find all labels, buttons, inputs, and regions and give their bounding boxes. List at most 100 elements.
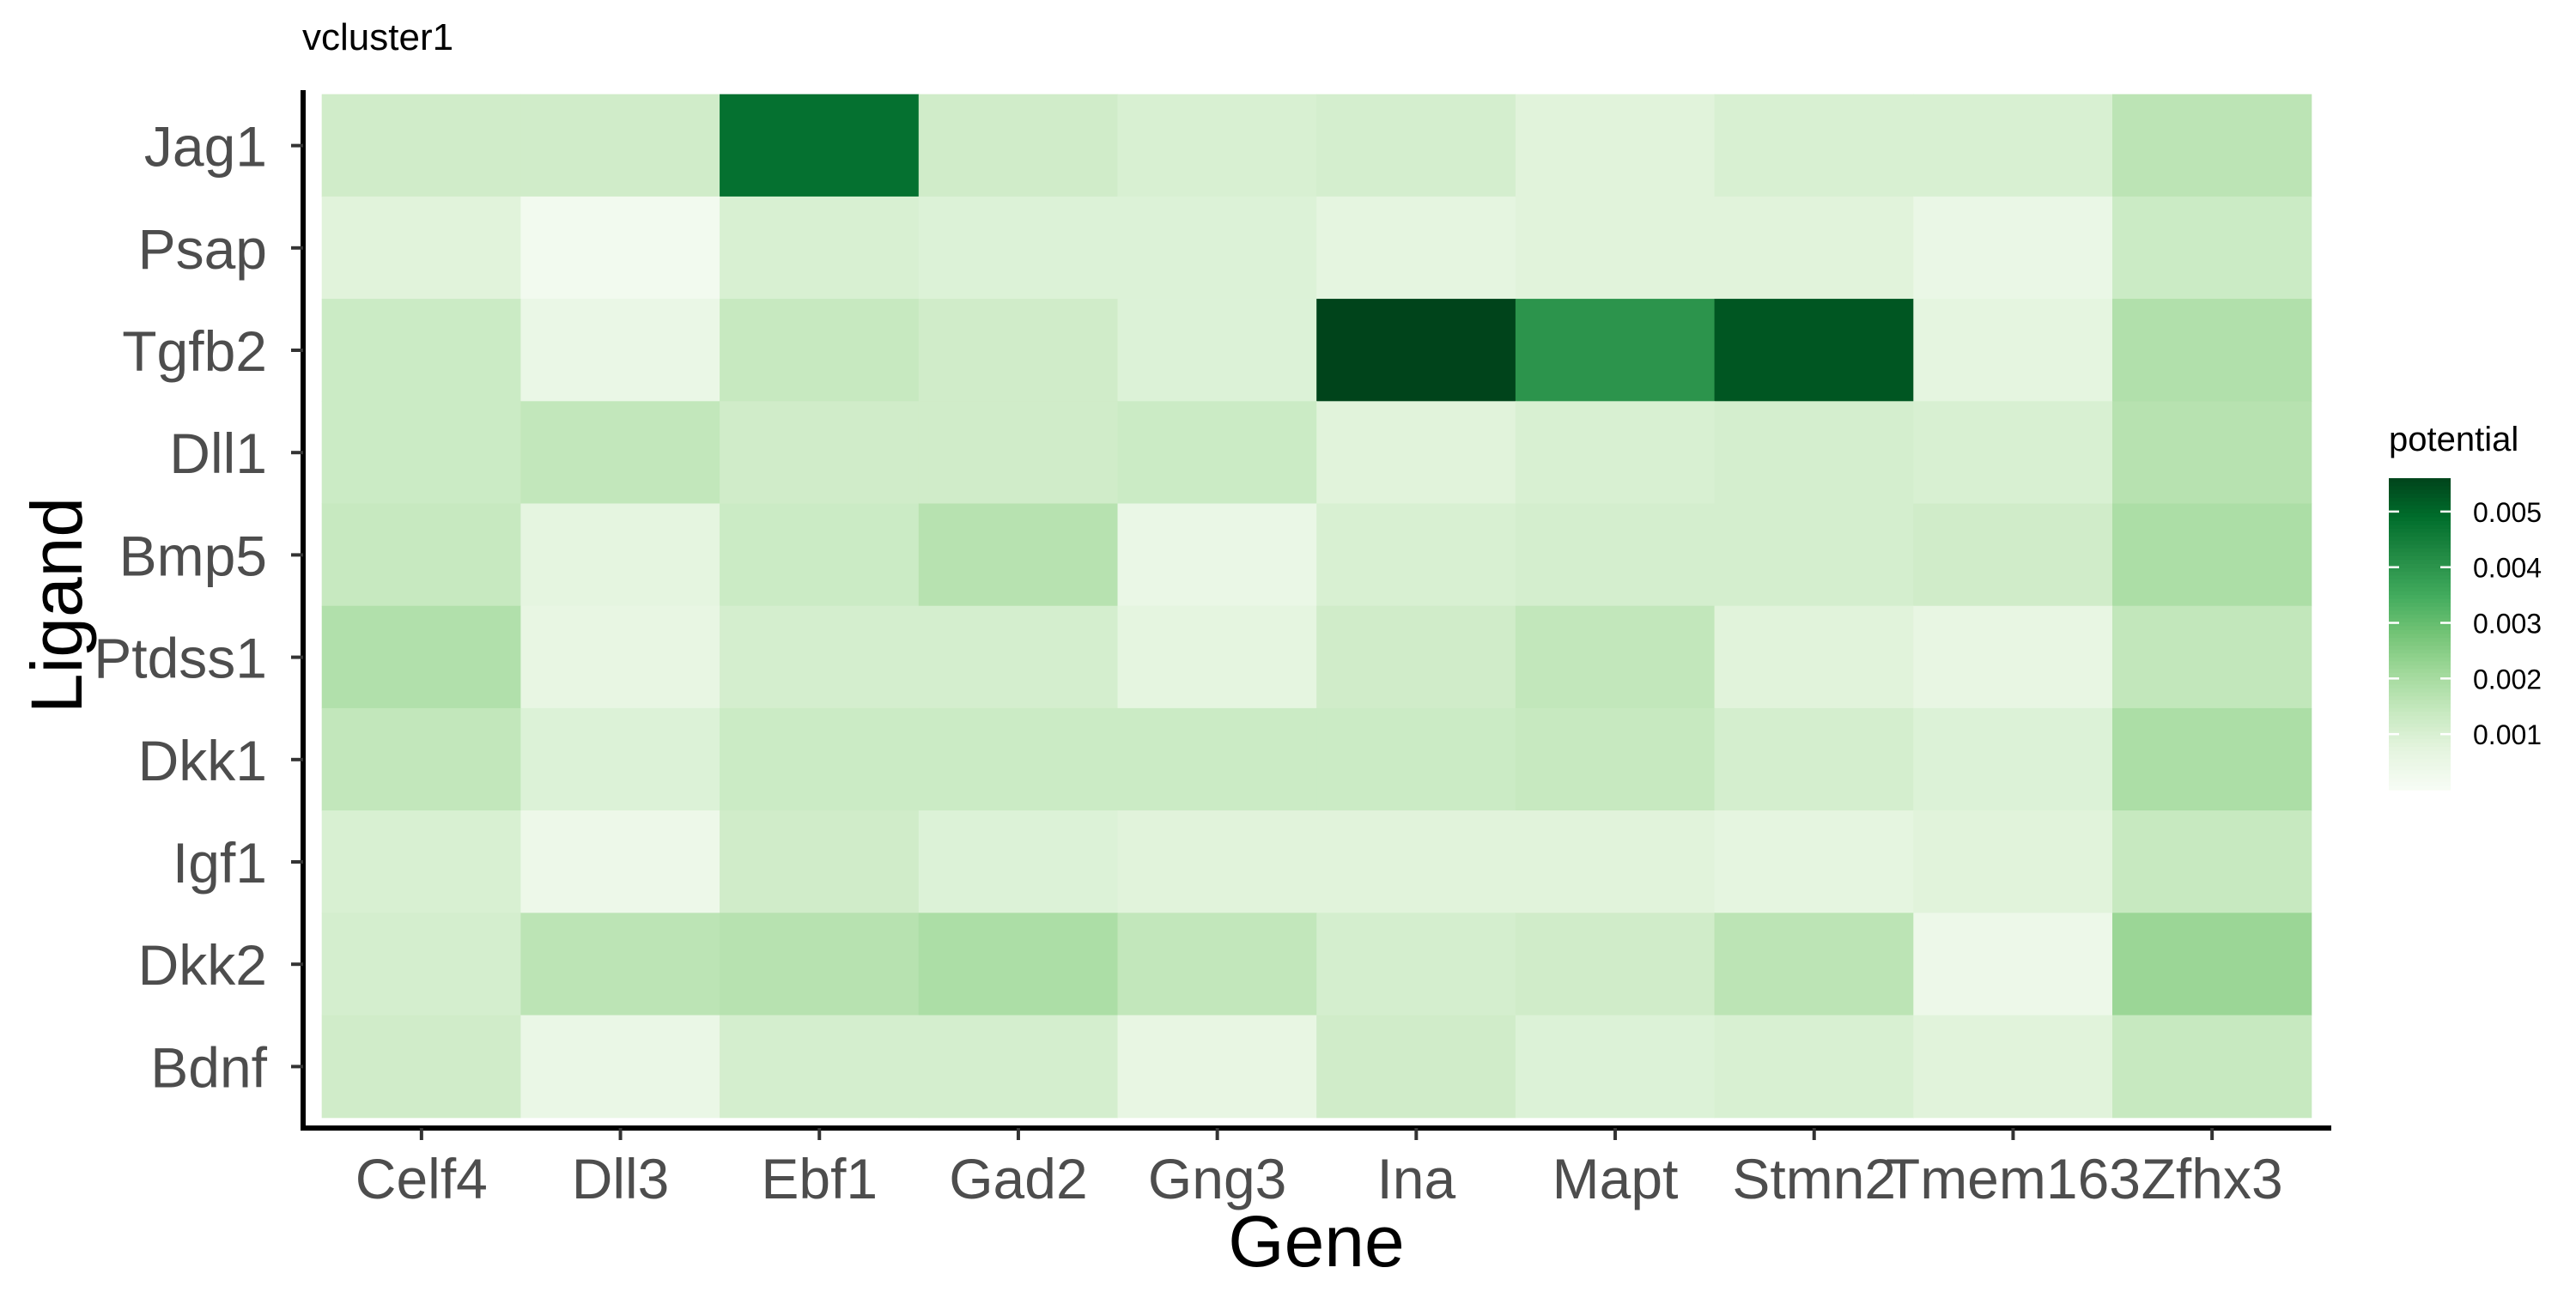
heatmap-cell — [321, 401, 521, 505]
heatmap-cell — [1913, 1015, 2113, 1119]
heatmap-cell — [321, 503, 521, 607]
legend-gradient-segment — [2389, 781, 2451, 787]
heatmap-cell — [2112, 299, 2312, 402]
y-tick-label: Bdnf — [150, 1035, 267, 1099]
heatmap-cell — [918, 707, 1119, 811]
heatmap-cell — [720, 94, 920, 197]
heatmap-cell — [918, 196, 1119, 300]
heatmap-cell — [720, 1015, 920, 1119]
legend-gradient-segment — [2389, 520, 2451, 526]
heatmap-cell — [720, 299, 920, 402]
legend-gradient-segment — [2389, 704, 2451, 709]
heatmap-cell — [1714, 401, 1914, 505]
heatmap-cell — [1316, 299, 1516, 402]
heatmap-cell — [1515, 299, 1716, 402]
legend-gradient-segment — [2389, 606, 2451, 611]
legend-gradient-segment — [2389, 614, 2451, 619]
heatmap-cell — [720, 196, 920, 300]
heatmap-cell — [918, 810, 1119, 913]
heatmap-cell — [1714, 1015, 1914, 1119]
heatmap-cell — [1316, 503, 1516, 607]
legend-gradient-segment — [2389, 641, 2451, 646]
heatmap-cell — [321, 810, 521, 913]
legend-gradient-segment — [2389, 494, 2451, 499]
legend-gradient-segment — [2389, 649, 2451, 654]
heatmap-cell — [1515, 810, 1716, 913]
heatmap-cell — [918, 913, 1119, 1016]
legend-gradient-segment — [2389, 634, 2451, 639]
legend-gradient-segment — [2389, 669, 2451, 674]
heatmap-cell — [918, 605, 1119, 709]
legend-gradient-segment — [2389, 517, 2451, 522]
heatmap-cell — [1913, 913, 2113, 1016]
heatmap-cell — [918, 401, 1119, 505]
heatmap-cell — [2112, 605, 2312, 709]
heatmap-cell — [520, 401, 720, 505]
heatmap-cell — [720, 810, 920, 913]
legend-gradient-segment — [2389, 755, 2451, 760]
heatmap-cell — [1117, 605, 1317, 709]
legend-gradient-segment — [2389, 739, 2451, 744]
x-tick-label: Tmem163 — [1886, 1147, 2141, 1210]
legend-gradient-segment — [2389, 560, 2451, 565]
legend-gradient-segment — [2389, 672, 2451, 678]
heatmap-cell — [918, 299, 1119, 402]
heatmap-cell — [1316, 707, 1516, 811]
x-tick-label: Ebf1 — [761, 1147, 878, 1210]
legend-gradient-segment — [2389, 778, 2451, 783]
legend-gradient-segment — [2389, 478, 2451, 483]
x-tick-label: Ina — [1376, 1147, 1455, 1210]
legend-gradient-segment — [2389, 715, 2451, 720]
heatmap-cell — [720, 605, 920, 709]
heatmap-cell — [1913, 810, 2113, 913]
heatmap-cell — [321, 196, 521, 300]
heatmap-cell — [1316, 1015, 1516, 1119]
heatmap-cell — [918, 503, 1119, 607]
legend-gradient-segment — [2389, 509, 2451, 514]
heatmap-cell — [2112, 401, 2312, 505]
y-tick-label: Dkk2 — [138, 933, 267, 997]
legend-gradient-segment — [2389, 489, 2451, 494]
legend-gradient-segment — [2389, 575, 2451, 580]
legend-gradient-segment — [2389, 747, 2451, 752]
heatmap-cell — [1117, 1015, 1317, 1119]
heatmap-cell — [1714, 707, 1914, 811]
legend-gradient-segment — [2389, 731, 2451, 737]
legend-gradient-segment — [2389, 664, 2451, 670]
heatmap-cell — [1515, 503, 1716, 607]
x-tick-label: Gng3 — [1148, 1147, 1286, 1210]
heatmap-cell — [321, 605, 521, 709]
legend-gradient-segment — [2389, 540, 2451, 545]
legend-gradient-segment — [2389, 684, 2451, 689]
heatmap-cell — [2112, 913, 2312, 1016]
heatmap-cell — [1316, 913, 1516, 1016]
y-tick-label: Bmp5 — [119, 524, 267, 587]
y-tick-label: Jag1 — [144, 115, 267, 179]
legend-gradient-segment — [2389, 750, 2451, 755]
heatmap-cell — [1515, 94, 1716, 197]
heatmap-cell — [1913, 94, 2113, 197]
heatmap-cell — [1714, 913, 1914, 1016]
heatmap-cell — [1714, 196, 1914, 300]
tick-labels: Jag1 Psap Tgfb2 Dll1 Bmp5 Ptdss1 Dkk1 Igf1 Dkk2 B… — [94, 115, 2282, 1210]
legend-gradient-segment — [2389, 497, 2451, 502]
heatmap-cell — [520, 810, 720, 913]
heatmap-cell — [321, 913, 521, 1016]
heatmap-cell — [918, 94, 1119, 197]
heatmap-cell — [2112, 503, 2312, 607]
chart-title: vcluster1 — [302, 16, 453, 58]
y-tick-label: Dkk1 — [138, 729, 267, 792]
legend-gradient-segment — [2389, 661, 2451, 666]
legend-gradient-segment — [2389, 579, 2451, 585]
legend-gradient-segment — [2389, 653, 2451, 658]
heatmap-cell — [1714, 299, 1914, 402]
heatmap-cell — [520, 299, 720, 402]
y-tick-label: Psap — [138, 217, 267, 281]
legend-gradient-segment — [2389, 762, 2451, 767]
heatmap-cell — [1117, 707, 1317, 811]
legend-gradient-segment — [2389, 692, 2451, 697]
heatmap-cell — [1714, 94, 1914, 197]
heatmap-cell — [321, 299, 521, 402]
